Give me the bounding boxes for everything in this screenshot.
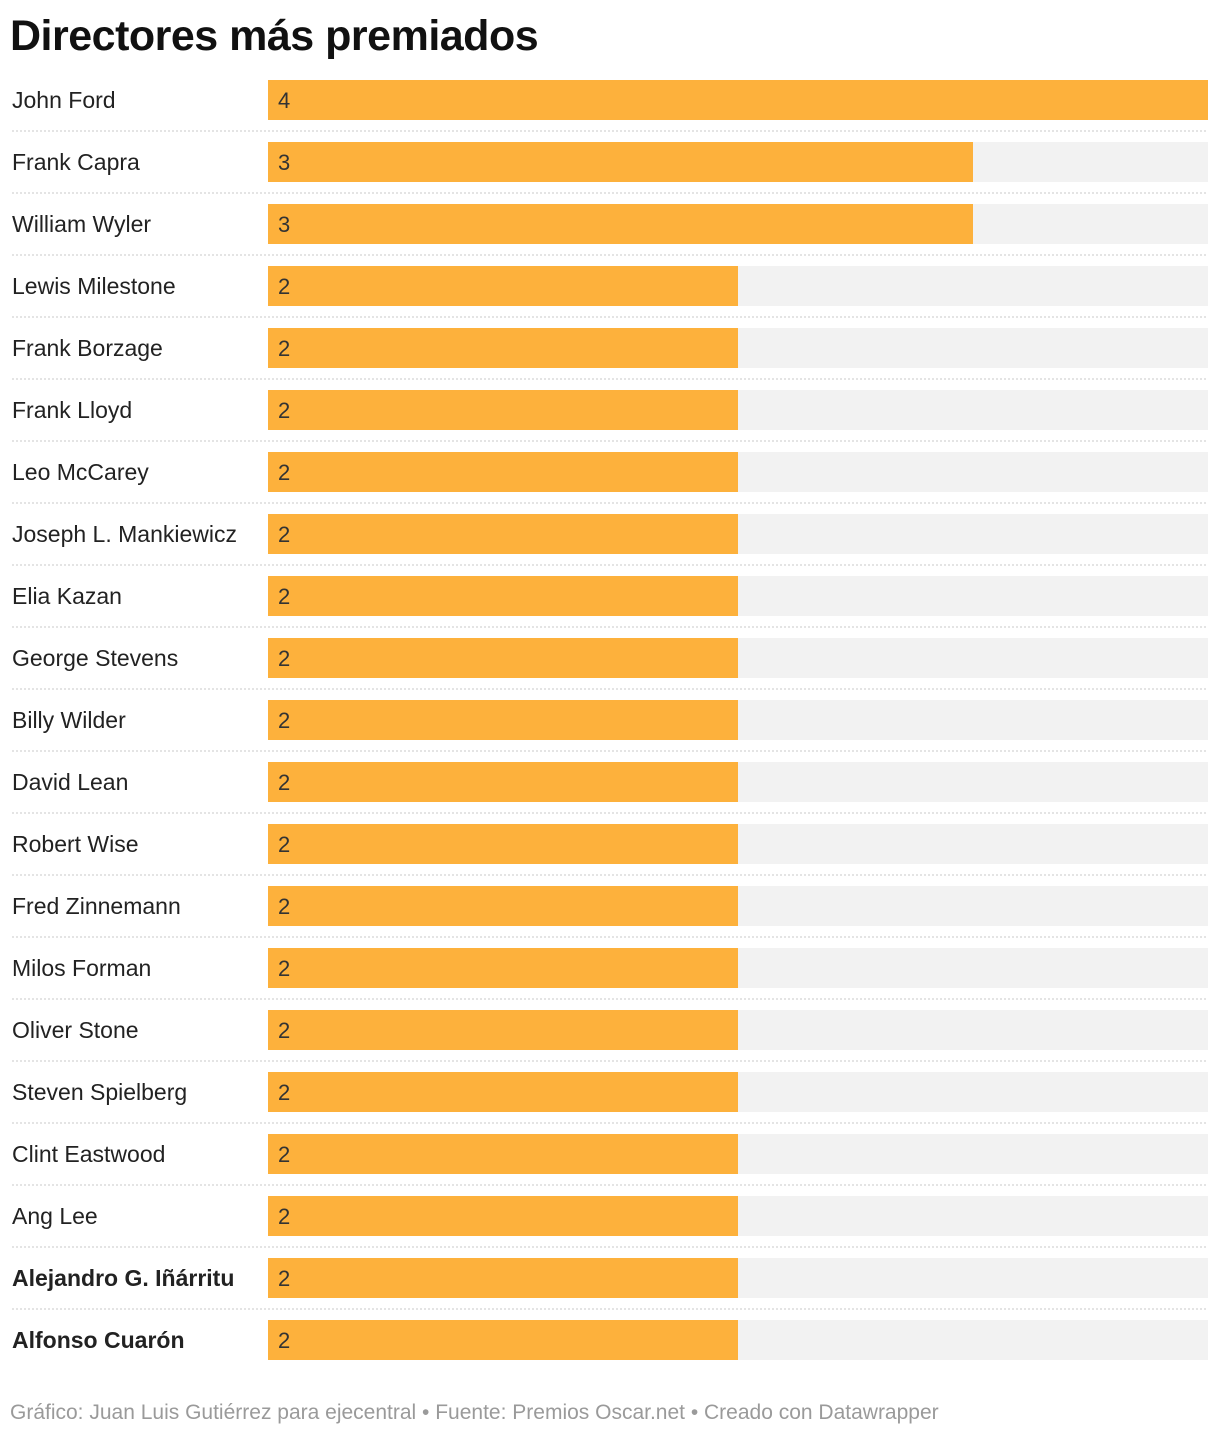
bar — [268, 576, 738, 616]
bar-label: David Lean — [12, 769, 128, 795]
bar-label: George Stevens — [12, 645, 178, 671]
bar-value-label: 3 — [278, 150, 290, 175]
bar-label: Frank Capra — [12, 149, 140, 175]
bar — [268, 1134, 738, 1174]
bar-value-label: 2 — [278, 646, 290, 671]
bar-label: Frank Borzage — [12, 335, 163, 361]
bar-value-label: 2 — [278, 708, 290, 733]
bar-value-label: 2 — [278, 956, 290, 981]
bar-label: Clint Eastwood — [12, 1141, 165, 1167]
bar — [268, 266, 738, 306]
bar-label: Robert Wise — [12, 831, 139, 857]
bar-value-label: 2 — [278, 336, 290, 361]
bar — [268, 638, 738, 678]
bar-value-label: 2 — [278, 274, 290, 299]
bar-value-label: 2 — [278, 584, 290, 609]
bar — [268, 514, 738, 554]
bar-label: Joseph L. Mankiewicz — [12, 521, 237, 547]
bar — [268, 824, 738, 864]
bar — [268, 1320, 738, 1360]
bar — [268, 886, 738, 926]
bar-label: Ang Lee — [12, 1203, 98, 1229]
bar-label: Steven Spielberg — [12, 1079, 187, 1105]
bar — [268, 390, 738, 430]
bar-label: Frank Lloyd — [12, 397, 132, 423]
bar-label: Elia Kazan — [12, 583, 122, 609]
bar-value-label: 2 — [278, 832, 290, 857]
bar — [268, 452, 738, 492]
bar-label: William Wyler — [12, 211, 151, 237]
chart-footer: Gráfico: Juan Luis Gutiérrez para ejecen… — [10, 1401, 939, 1424]
bar — [268, 1072, 738, 1112]
bar — [268, 142, 973, 182]
bar-label: Milos Forman — [12, 955, 151, 981]
bar — [268, 1258, 738, 1298]
bar-value-label: 2 — [278, 1328, 290, 1353]
bar-value-label: 2 — [278, 460, 290, 485]
bar — [268, 328, 738, 368]
bar-value-label: 2 — [278, 770, 290, 795]
bar-value-label: 2 — [278, 1266, 290, 1291]
bar-value-label: 2 — [278, 894, 290, 919]
bar-label: Leo McCarey — [12, 459, 149, 485]
bar — [268, 1196, 738, 1236]
bar-label: Oliver Stone — [12, 1017, 139, 1043]
bar-value-label: 2 — [278, 1204, 290, 1229]
bar — [268, 700, 738, 740]
bar-value-label: 2 — [278, 1018, 290, 1043]
bar-value-label: 3 — [278, 212, 290, 237]
bar-label: Alejandro G. Iñárritu — [12, 1265, 234, 1291]
bar — [268, 948, 738, 988]
bar-value-label: 4 — [278, 88, 290, 113]
bar — [268, 80, 1208, 120]
bar — [268, 762, 738, 802]
chart-title: Directores más premiados — [10, 12, 539, 60]
bar-label: Fred Zinnemann — [12, 893, 181, 919]
bar-value-label: 2 — [278, 1080, 290, 1105]
bar-label: Alfonso Cuarón — [12, 1327, 185, 1353]
bar-label: Billy Wilder — [12, 707, 126, 733]
bar-value-label: 2 — [278, 398, 290, 423]
bar-value-label: 2 — [278, 522, 290, 547]
bar-label: Lewis Milestone — [12, 273, 176, 299]
bar-value-label: 2 — [278, 1142, 290, 1167]
bar-label: John Ford — [12, 87, 116, 113]
bar — [268, 1010, 738, 1050]
bar — [268, 204, 973, 244]
